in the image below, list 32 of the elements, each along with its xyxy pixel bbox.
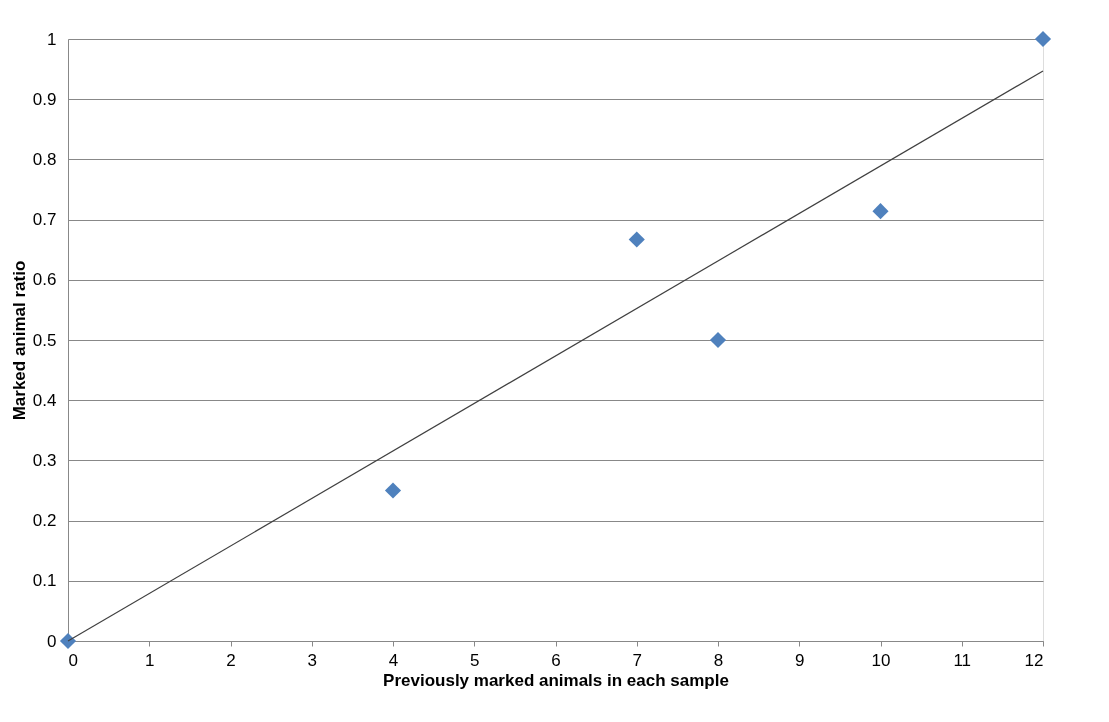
- y-tick-label: 0: [47, 631, 57, 651]
- point: [872, 203, 889, 220]
- point: [709, 331, 727, 349]
- x-tick-label: 4: [388, 650, 399, 670]
- y-tick-label: 0.7: [32, 210, 57, 230]
- x-tick-label: 3: [307, 650, 317, 670]
- point: [59, 632, 77, 650]
- point: [628, 231, 645, 248]
- y-tick-label: 0.5: [32, 330, 57, 350]
- x-tick-label: 10: [871, 650, 891, 670]
- x-tick-label: 1: [145, 650, 155, 670]
- y-tick-label: 0.8: [32, 149, 57, 169]
- x-tick-label: 2: [226, 650, 236, 670]
- x-axis-title: Previously marked animals in each sample: [383, 670, 729, 690]
- x-tick-label: 9: [795, 650, 805, 670]
- x-tick-label: 6: [551, 650, 561, 670]
- y-tick-label: 0.4: [32, 390, 57, 410]
- y-tick-label: 0.3: [32, 450, 57, 470]
- point: [384, 482, 402, 499]
- x-tick-label: 0: [68, 650, 78, 670]
- y-tick-label: 1: [47, 29, 57, 49]
- y-tick-label: 0.2: [32, 511, 57, 531]
- x-tick-label: 8: [713, 650, 724, 670]
- point: [1034, 30, 1052, 48]
- x-tick-label: 11: [953, 650, 972, 670]
- y-tick-label: 0.9: [32, 89, 57, 109]
- x-tick-label: 7: [632, 650, 642, 670]
- y-tick-label: 0.6: [32, 270, 57, 290]
- y-tick-label: 0.1: [32, 571, 57, 591]
- y-axis-title: Marked animal ratio: [9, 260, 29, 421]
- x-tick-label: 5: [470, 650, 480, 670]
- x-tick-label: 12: [1024, 650, 1044, 670]
